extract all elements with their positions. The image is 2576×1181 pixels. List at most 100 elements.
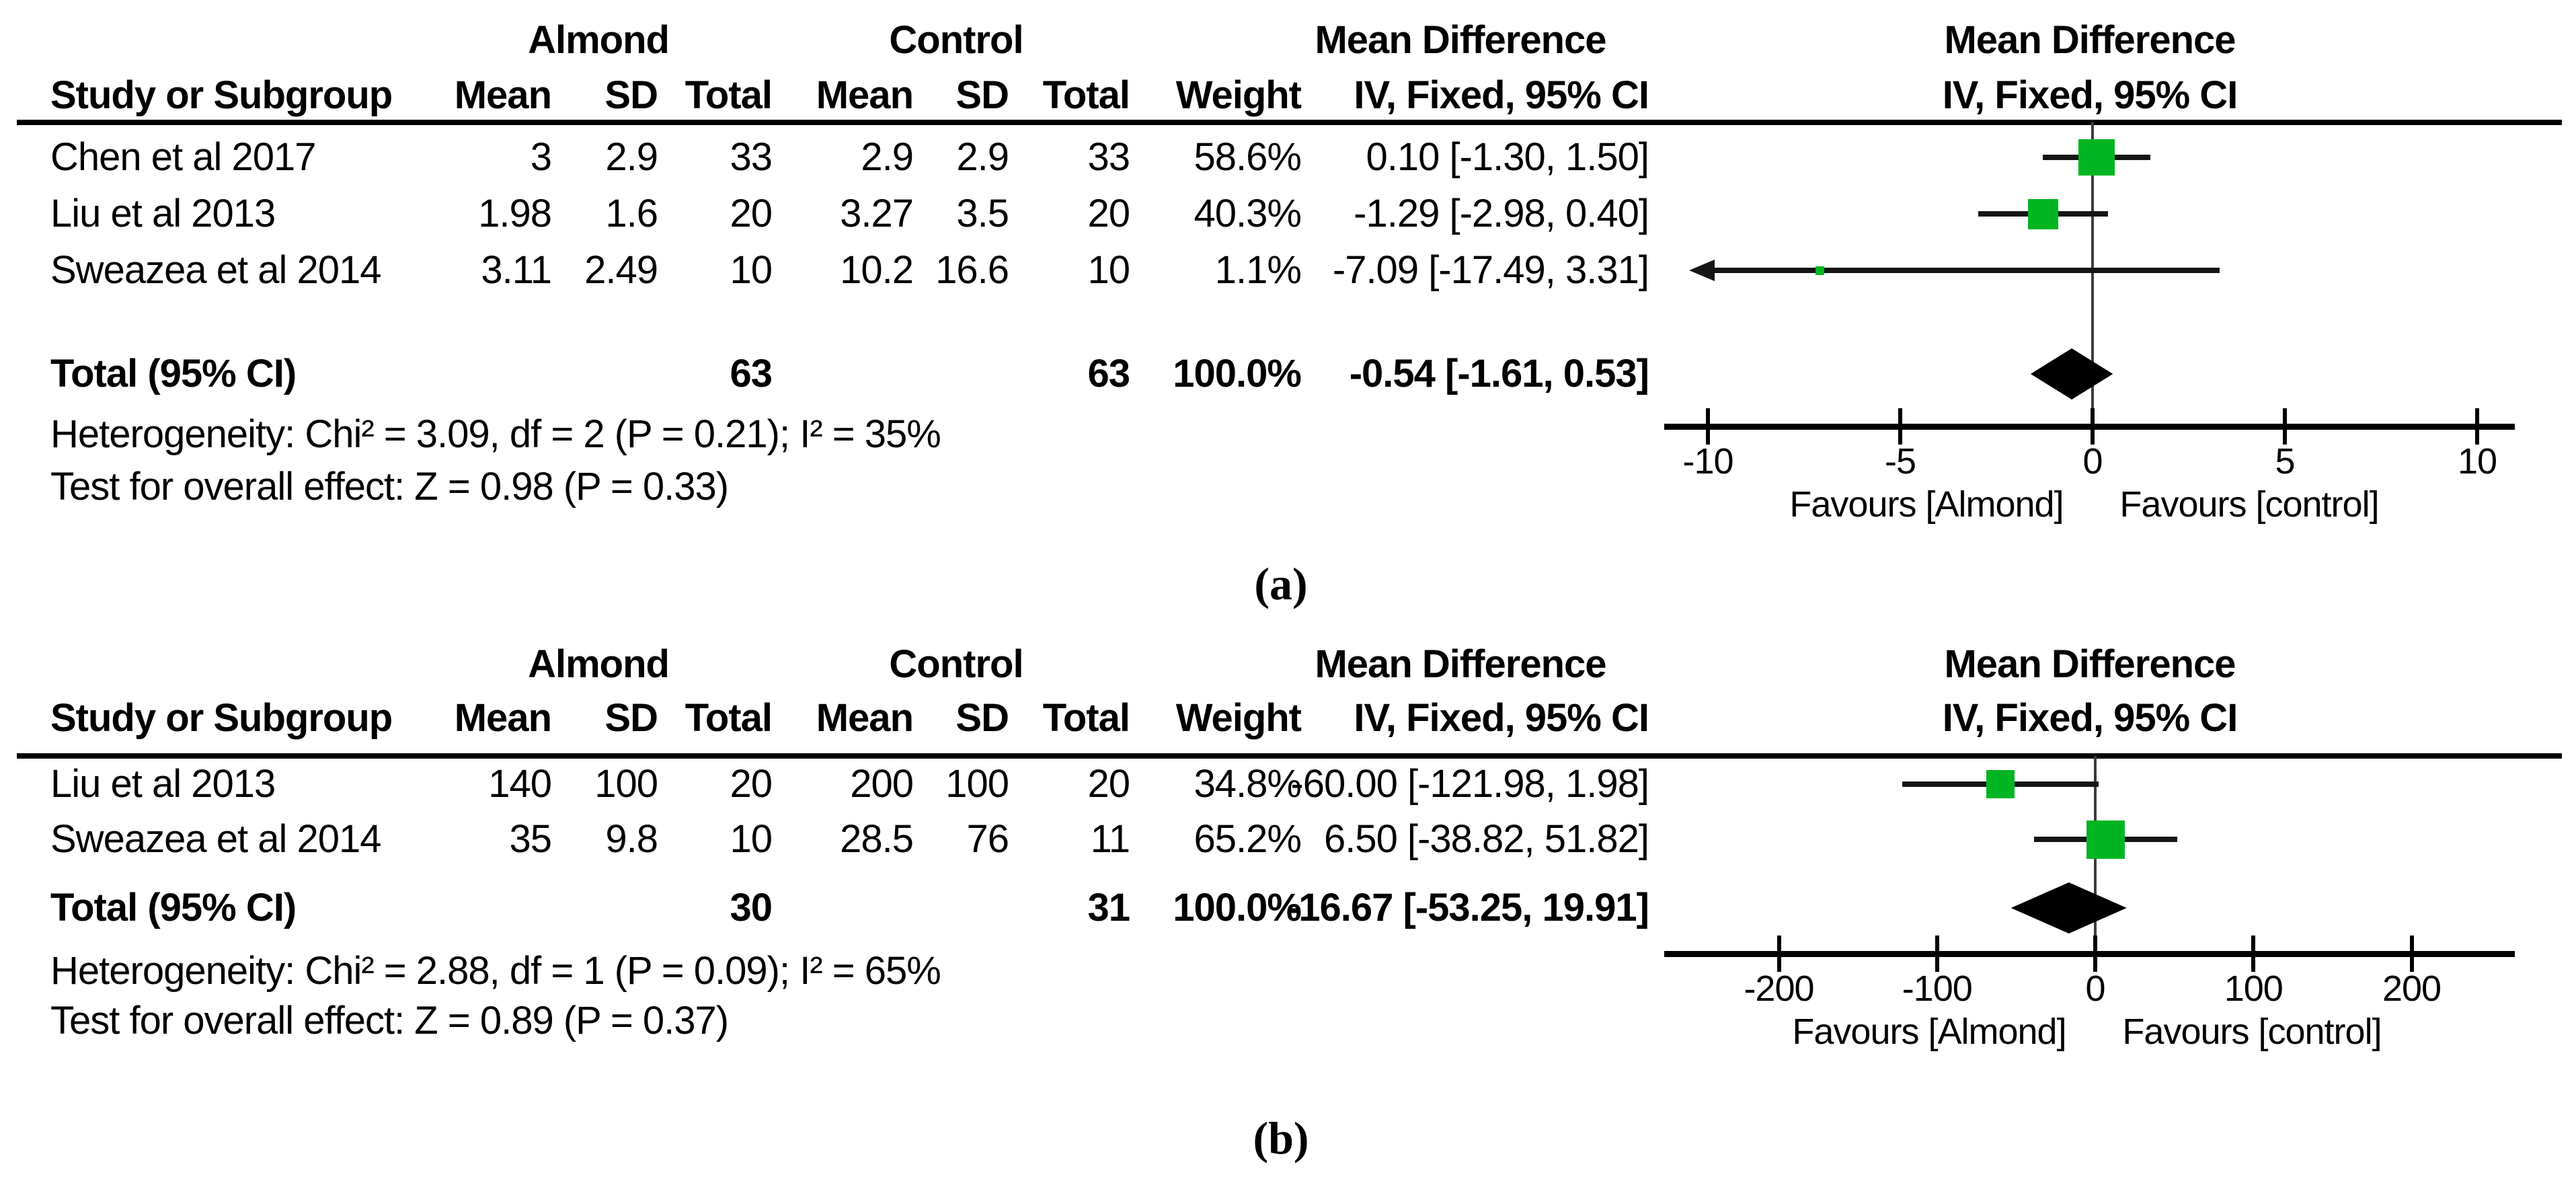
cell-4: 2.9 <box>956 135 1009 179</box>
cell-0: 3.11 <box>481 248 552 292</box>
total-label: Total (95% CI) <box>50 352 297 395</box>
total-md-ci: -16.67 [-53.25, 19.91] <box>1286 886 1649 929</box>
ci-line <box>1713 268 2220 273</box>
study-name: Liu et al 2013 <box>50 192 276 235</box>
axis-tick <box>2283 408 2287 445</box>
cell-0: 3 <box>530 135 552 179</box>
col-header-1: Mean <box>454 73 552 117</box>
col-header-1: Mean <box>454 696 552 740</box>
col-header-6: Total <box>1042 73 1130 117</box>
total-n2: 31 <box>1087 886 1130 929</box>
total-n2: 63 <box>1087 352 1130 395</box>
axis-tick <box>2093 936 2097 972</box>
axis-tick <box>2475 408 2479 445</box>
cell-1: 2.9 <box>605 135 658 179</box>
cell-3: 200 <box>850 762 914 806</box>
favours-right-label: Favours [control] <box>2119 484 2379 525</box>
cell-4: 3.5 <box>956 192 1009 235</box>
col-header-2: SD <box>604 696 658 740</box>
cell-6: 58.6% <box>1194 135 1302 179</box>
cell-md-ci: -1.29 [-2.98, 0.40] <box>1354 192 1649 235</box>
axis-tick <box>1777 936 1781 972</box>
cell-0: 140 <box>488 762 552 806</box>
cell-md-ci: 6.50 [-38.82, 51.82] <box>1323 817 1649 861</box>
cell-6: 1.1% <box>1214 248 1302 292</box>
effect-square <box>1986 770 2015 798</box>
header-separator-line <box>17 753 2562 759</box>
cell-1: 2.49 <box>584 248 658 292</box>
axis-tick-label: -200 <box>1744 968 1814 1009</box>
cell-5: 33 <box>1087 135 1130 179</box>
header-separator-line <box>17 120 2562 125</box>
heterogeneity-text: Heterogeneity: Chi² = 2.88, df = 1 (P = … <box>50 949 941 993</box>
group-header-effect-plot: Mean Difference <box>1944 642 2236 686</box>
axis-tick-label: -100 <box>1902 968 1973 1009</box>
axis-line <box>1664 951 2515 957</box>
cell-4: 76 <box>966 817 1009 861</box>
axis-tick <box>1898 408 1902 445</box>
col-header-6: Total <box>1042 696 1130 740</box>
cell-1: 1.6 <box>605 192 658 235</box>
cell-5: 10 <box>1087 248 1130 292</box>
cell-2: 33 <box>730 135 773 179</box>
pooled-diamond <box>2011 882 2127 934</box>
cell-5: 20 <box>1087 192 1130 235</box>
total-md-ci: -0.54 [-1.61, 0.53] <box>1349 352 1649 395</box>
cell-3: 3.27 <box>840 192 914 235</box>
cell-1: 9.8 <box>605 817 658 861</box>
cell-4: 16.6 <box>935 248 1009 292</box>
cell-3: 28.5 <box>840 817 914 861</box>
cell-5: 20 <box>1087 762 1130 806</box>
favours-left-label: Favours [Almond] <box>1792 1012 2066 1052</box>
col-header-ci: IV, Fixed, 95% CI <box>1354 73 1649 117</box>
cell-md-ci: -60.00 [-121.98, 1.98] <box>1290 762 1649 806</box>
group-header-group1: Almond <box>528 642 670 686</box>
heterogeneity-text: Heterogeneity: Chi² = 3.09, df = 2 (P = … <box>50 412 941 456</box>
axis-tick-label: -10 <box>1682 441 1733 482</box>
cell-2: 10 <box>730 817 773 861</box>
effect-square <box>1815 266 1824 275</box>
axis-tick <box>1706 408 1710 445</box>
col-header-5: SD <box>955 73 1009 117</box>
col-header-study: Study or Subgroup <box>50 73 393 117</box>
col-header-3: Total <box>685 73 773 117</box>
cell-4: 100 <box>945 762 1009 806</box>
col-header-ci: IV, Fixed, 95% CI <box>1354 696 1649 740</box>
group-header-group1: Almond <box>528 18 670 62</box>
panel-label-a: (a) <box>1254 558 1308 609</box>
favours-right-label: Favours [control] <box>2122 1012 2382 1052</box>
panel-label-b: (b) <box>1253 1112 1309 1164</box>
cell-2: 20 <box>730 762 773 806</box>
study-name: Liu et al 2013 <box>50 762 276 806</box>
cell-2: 20 <box>730 192 773 235</box>
cell-5: 11 <box>1090 817 1130 861</box>
axis-tick-label: 100 <box>2224 968 2284 1009</box>
favours-left-label: Favours [Almond] <box>1789 484 2064 525</box>
col-header-study: Study or Subgroup <box>50 696 393 740</box>
overall-effect-text: Test for overall effect: Z = 0.89 (P = 0… <box>50 999 729 1042</box>
col-header-3: Total <box>685 696 773 740</box>
effect-square <box>2027 198 2058 229</box>
axis-tick-label: 5 <box>2275 441 2295 482</box>
cell-6: 40.3% <box>1194 192 1302 235</box>
axis-line <box>1664 424 2515 430</box>
cell-md-ci: -7.09 [-17.49, 3.31] <box>1332 248 1649 292</box>
effect-square <box>2078 139 2115 176</box>
cell-3: 2.9 <box>861 135 914 179</box>
cell-6: 34.8% <box>1194 762 1302 806</box>
total-weight: 100.0% <box>1173 352 1302 395</box>
axis-tick-label: 0 <box>2082 441 2103 482</box>
col-header-7: Weight <box>1175 73 1302 117</box>
axis-tick <box>2251 936 2256 972</box>
cell-2: 10 <box>730 248 773 292</box>
cell-0: 1.98 <box>478 192 552 235</box>
total-n1: 30 <box>730 886 773 929</box>
col-header-5: SD <box>955 696 1009 740</box>
axis-tick-label: 0 <box>2085 968 2105 1009</box>
overall-effect-text: Test for overall effect: Z = 0.98 (P = 0… <box>50 465 729 508</box>
axis-tick <box>2091 408 2095 445</box>
axis-tick-label: 10 <box>2457 441 2497 482</box>
axis-tick-label: -5 <box>1884 441 1916 482</box>
